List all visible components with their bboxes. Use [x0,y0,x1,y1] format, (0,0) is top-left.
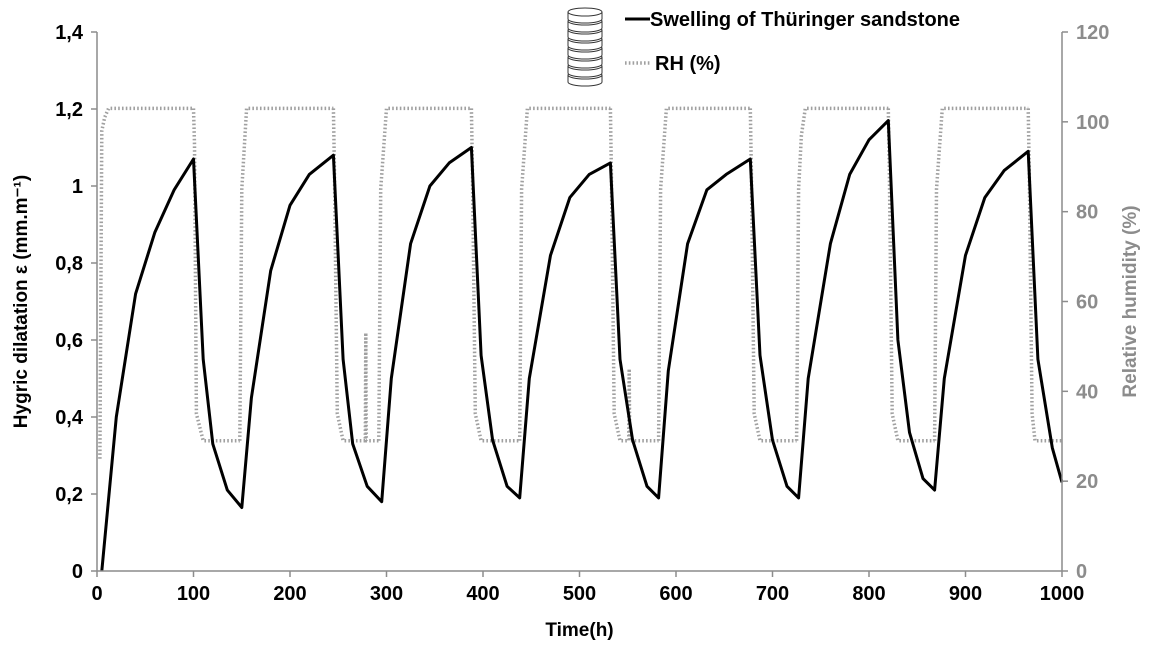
right-y-tick-label: 40 [1076,381,1098,403]
rh-series-line [656,106,751,441]
rh-series-line [608,108,659,443]
left-y-tick-label: 1 [72,176,83,198]
right-y-tick-label: 60 [1076,292,1098,314]
x-tick-label: 1000 [1040,583,1085,605]
rh-series-line [191,108,240,443]
x-tick-label: 700 [756,583,789,605]
rh-series-line [377,106,472,441]
rh-series-line [517,106,611,441]
rh-series-line [1026,108,1062,443]
sample-disc-top [567,7,603,17]
x-tick-label: 0 [91,583,102,605]
axes [91,31,1068,577]
right-y-tick-label: 100 [1076,112,1109,134]
x-tick-label: 600 [659,583,692,605]
x-tick-label: 400 [466,583,499,605]
x-tick-label: 100 [177,583,210,605]
rh-series-line [331,108,379,443]
legend-label-rh: RH (%) [655,53,721,75]
left-y-tick-label: 0 [72,561,83,583]
x-tick-label: 200 [273,583,306,605]
x-tick-label: 900 [949,583,982,605]
x-tick-label: 500 [563,583,596,605]
legend: Swelling of Thüringer sandstone RH (%) [567,7,960,87]
left-y-tick-label: 1,4 [55,22,84,44]
right-y-tick-label: 120 [1076,22,1109,44]
right-y-tick-label: 80 [1076,202,1098,224]
rh-series-line [238,106,334,441]
tick-labels: 0 100 200 300 400 500 600 700 800 900 100000,20,40… [55,22,1109,605]
sample-stack-icon [567,7,603,87]
rh-series-line [98,106,194,459]
left-y-axis-title: Hygric dilatation ε (mm.m⁻¹) [11,175,32,428]
left-y-tick-label: 0,4 [55,407,84,429]
left-y-tick-label: 0,8 [55,253,83,275]
left-y-tick-label: 1,2 [55,99,83,121]
left-y-tick-label: 0,2 [55,484,83,506]
rh-series-line [748,108,797,443]
x-tick-label: 300 [370,583,403,605]
right-y-tick-label: 0 [1076,561,1087,583]
right-y-tick-label: 20 [1076,471,1098,493]
swelling-series-line [100,119,1064,572]
right-y-axis-title: Relative humidity (%) [1120,205,1141,397]
legend-label-swelling: Swelling of Thüringer sandstone [650,9,960,31]
plot-area [98,106,1064,572]
left-y-tick-label: 0,6 [55,330,83,352]
rh-series-line [794,106,889,441]
x-tick-label: 800 [852,583,885,605]
x-axis-title: Time(h) [545,620,613,641]
rh-series-line [932,106,1029,441]
